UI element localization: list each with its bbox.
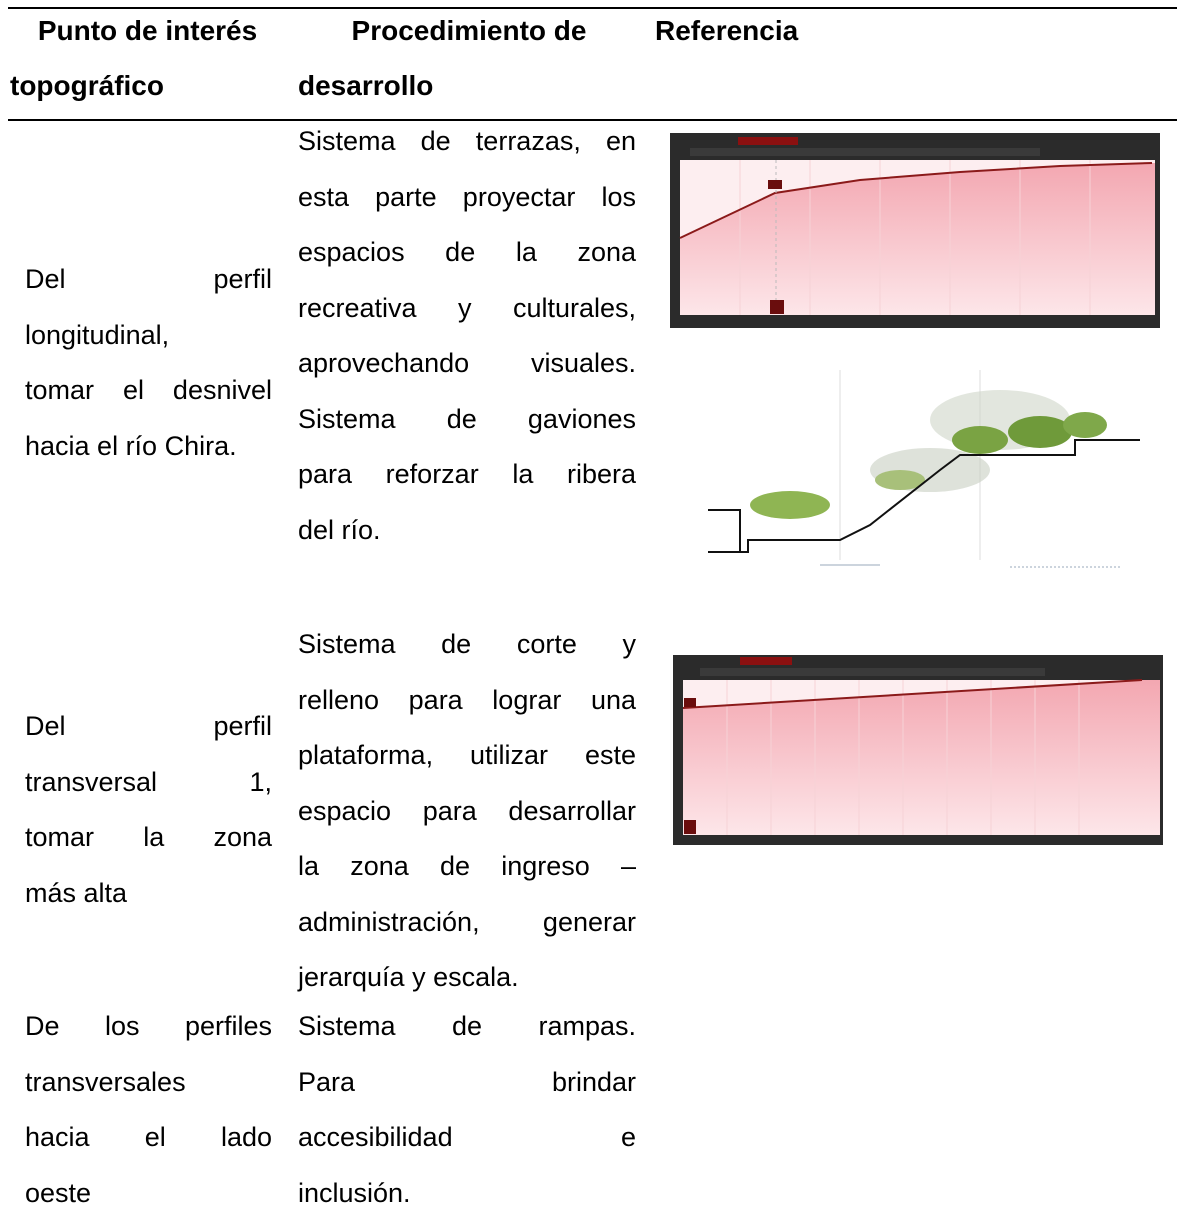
elevation-profile-2 — [673, 655, 1163, 845]
text-line: relleno para lograr una — [298, 684, 636, 715]
header-cell: Referencia — [655, 3, 1175, 58]
text-line: espacio para desarrollar — [298, 795, 636, 826]
text-line: aprovechando visuales. — [298, 348, 636, 379]
landscape-section — [708, 370, 1140, 568]
topic-cell: De los perfiles transversales hacia el lad… — [25, 999, 272, 1221]
elevation-profile-1 — [670, 133, 1160, 328]
text-line: inclusión. — [298, 1177, 411, 1208]
text-line: Sistema de terrazas, en — [298, 126, 636, 157]
header-cell: Procedimiento de desarrollo — [298, 3, 640, 113]
text-line: hacia el lado — [25, 1122, 272, 1153]
header-rule — [8, 119, 1177, 121]
text-line: transversales — [25, 1066, 186, 1097]
text-line: Sistema de corte y — [298, 629, 636, 660]
text-line: Del perfil — [25, 264, 272, 295]
text-line: para reforzar la ribera — [298, 459, 636, 490]
text-line: administración, generar — [298, 906, 636, 937]
text-line: Referencia — [655, 14, 799, 46]
text-line: hacia el río Chira. — [25, 430, 237, 461]
procedure-cell: Sistema de rampas. Para brindar accesibili… — [298, 999, 636, 1221]
text-line: Procedimiento de — [351, 14, 587, 46]
text-line: Sistema de gaviones — [298, 403, 636, 434]
text-line: De los perfiles — [25, 1011, 272, 1042]
text-line: plataforma, utilizar este — [298, 740, 636, 771]
text-line: transversal 1, — [25, 766, 272, 797]
text-line: Del perfil — [25, 711, 272, 742]
text-line: tomar el desnivel — [25, 375, 272, 406]
header-cell: Punto de interés topográfico — [10, 3, 285, 113]
text-line: Sistema de rampas. — [298, 1011, 636, 1042]
text-line: la zona de ingreso – — [298, 851, 636, 882]
topic-cell: Del perfil longitudinal, tomar el desnivel… — [25, 252, 272, 474]
text-line: del río. — [298, 514, 381, 545]
text-line: oeste — [25, 1177, 92, 1208]
text-line: desarrollo — [298, 69, 434, 101]
text-line: espacios de la zona — [298, 237, 636, 268]
procedure-cell: Sistema de corte y relleno para lograr un… — [298, 617, 636, 1006]
topic-cell: Del perfil transversal 1, tomar la zona más… — [25, 699, 272, 921]
text-line: esta parte proyectar los — [298, 181, 636, 212]
text-line: accesibilidad e — [298, 1122, 636, 1153]
text-line: topográfico — [10, 69, 164, 101]
text-line: tomar la zona — [25, 822, 272, 853]
text-line: Para brindar — [298, 1066, 636, 1097]
text-line: jerarquía y escala. — [298, 962, 519, 993]
text-line: longitudinal, — [25, 319, 170, 350]
text-line: Punto de interés — [37, 14, 258, 46]
text-line: más alta — [25, 877, 128, 908]
top-rule — [8, 7, 1177, 9]
procedure-cell: Sistema de terrazas, en esta parte proyec… — [298, 114, 636, 558]
text-line: recreativa y culturales, — [298, 292, 636, 323]
